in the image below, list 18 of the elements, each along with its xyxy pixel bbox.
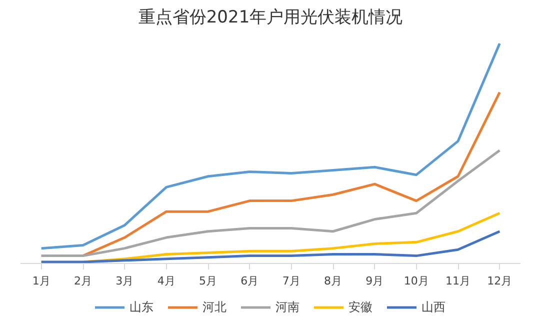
x-tick-label: 12月 xyxy=(487,274,512,288)
legend-label: 山东 xyxy=(130,298,154,316)
x-tick-label: 3月 xyxy=(116,274,134,288)
legend-label: 山西 xyxy=(422,298,446,316)
x-tick-label: 9月 xyxy=(366,274,384,288)
x-tick-label: 4月 xyxy=(157,274,176,288)
chart-title: 重点省份2021年户用光伏装机情况 xyxy=(138,8,403,28)
x-tick-label: 6月 xyxy=(240,274,259,288)
legend-label: 河北 xyxy=(202,298,226,316)
legend-label: 安徽 xyxy=(348,298,372,316)
x-tick-label: 1月 xyxy=(32,274,50,288)
x-tick-label: 11月 xyxy=(446,274,470,288)
x-tick-label: 8月 xyxy=(324,274,342,288)
x-tick-label: 5月 xyxy=(199,274,217,288)
x-tick-label: 2月 xyxy=(74,274,92,288)
x-tick-label: 7月 xyxy=(282,274,300,288)
legend-label: 河南 xyxy=(276,298,300,316)
x-tick-label: 10月 xyxy=(404,274,429,288)
